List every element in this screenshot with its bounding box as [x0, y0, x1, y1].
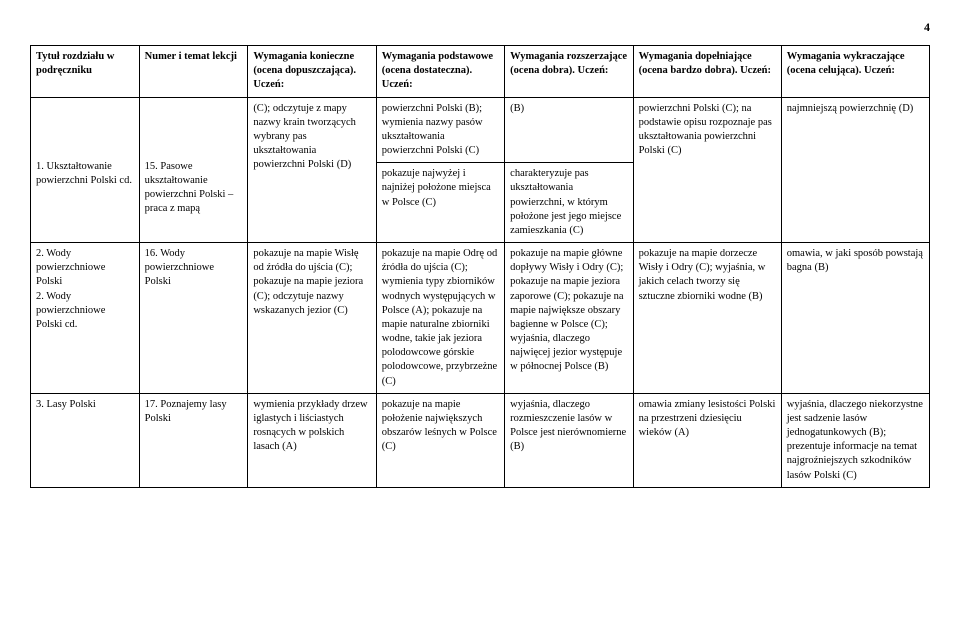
col-header: Wymagania dopełniające (ocena bardzo dob… — [633, 46, 781, 98]
cell-text: pokazuje najwyżej i najniżej położone mi… — [376, 163, 504, 243]
requirements-table: Tytuł rozdziału w podręczniku Numer i te… — [30, 45, 930, 488]
cell-text: pokazuje na mapie Wisłę od źródła do ujś… — [248, 243, 376, 394]
cell-text: 15. Pasowe ukształtowanie powierzchni Po… — [145, 160, 243, 217]
col-header: Wymagania wykraczające (ocena celująca).… — [781, 46, 929, 98]
cell-text: omawia, w jaki sposób powstają bagna (B) — [781, 243, 929, 394]
cell-text: powierzchni Polski (B); wymienia nazwy p… — [376, 97, 504, 163]
cell-text: 1. Ukształtowanie powierzchni Polski cd. — [36, 160, 134, 188]
cell-text: wyjaśnia, dlaczego rozmieszczenie lasów … — [505, 393, 633, 487]
cell-text: 17. Poznajemy lasy Polski — [139, 393, 248, 487]
table-row: 2. Wody powierzchniowe Polski 2. Wody po… — [31, 243, 930, 394]
cell-text: najmniejszą powierzchnię (D) — [781, 97, 929, 243]
cell-text: 2. Wody powierzchniowe Polski 2. Wody po… — [31, 243, 140, 394]
cell-text: 16. Wody powierzchniowe Polski — [139, 243, 248, 394]
table-row: 3. Lasy Polski 17. Poznajemy lasy Polski… — [31, 393, 930, 487]
cell-text: powierzchni Polski (C); na podstawie opi… — [633, 97, 781, 243]
col-header: Wymagania konieczne (ocena dopuszczająca… — [248, 46, 376, 98]
cell-text: charakteryzuje pas ukształtowania powier… — [505, 163, 633, 243]
table-header-row: Tytuł rozdziału w podręczniku Numer i te… — [31, 46, 930, 98]
cell-text: pokazuje na mapie położenie największych… — [376, 393, 504, 487]
cell-text: wymienia przykłady drzew iglastych i liś… — [248, 393, 376, 487]
page-number: 4 — [30, 20, 930, 35]
cell-text: pokazuje na mapie Odrę od źródła do ujśc… — [376, 243, 504, 394]
cell-text: pokazuje na mapie główne dopływy Wisły i… — [505, 243, 633, 394]
col-header: Tytuł rozdziału w podręczniku — [31, 46, 140, 98]
col-header: Numer i temat lekcji — [139, 46, 248, 98]
table-row: 1. Ukształtowanie powierzchni Polski cd.… — [31, 97, 930, 163]
col-header: Wymagania podstawowe (ocena dostateczna)… — [376, 46, 504, 98]
cell-text: omawia zmiany lesistości Polski na przes… — [633, 393, 781, 487]
col-header: Wymagania rozszerzające (ocena dobra). U… — [505, 46, 633, 98]
cell-text: 3. Lasy Polski — [31, 393, 140, 487]
cell-text: pokazuje na mapie dorzecze Wisły i Odry … — [633, 243, 781, 394]
cell-text: (B) — [505, 97, 633, 163]
cell-text: wyjaśnia, dlaczego niekorzystne jest sad… — [781, 393, 929, 487]
cell-text: (C); odczytuje z mapy nazwy krain tworzą… — [248, 97, 376, 243]
